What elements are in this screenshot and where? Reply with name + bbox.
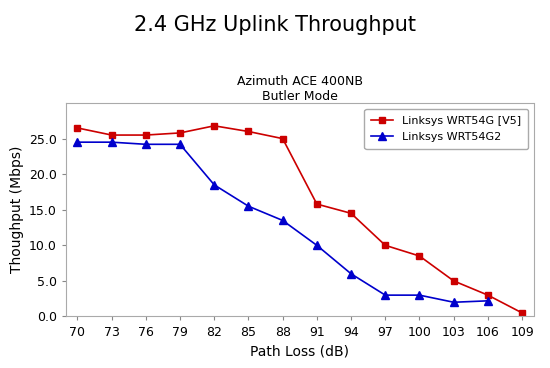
Linksys WRT54G2	[177, 142, 183, 146]
Linksys WRT54G [V5]	[211, 124, 218, 128]
Linksys WRT54G [V5]	[108, 133, 115, 137]
Linksys WRT54G [V5]	[74, 126, 81, 130]
Y-axis label: Thoughput (Mbps): Thoughput (Mbps)	[9, 146, 24, 273]
Linksys WRT54G2	[74, 140, 81, 144]
Linksys WRT54G [V5]	[245, 129, 252, 134]
Linksys WRT54G [V5]	[519, 311, 525, 315]
Linksys WRT54G2	[314, 243, 320, 248]
Linksys WRT54G [V5]	[416, 254, 423, 258]
Linksys WRT54G [V5]	[450, 279, 457, 283]
Linksys WRT54G2	[485, 298, 491, 303]
Linksys WRT54G [V5]	[177, 131, 183, 135]
Linksys WRT54G [V5]	[142, 133, 149, 137]
Linksys WRT54G2	[279, 218, 286, 223]
Linksys WRT54G2	[108, 140, 115, 144]
Line: Linksys WRT54G [V5]: Linksys WRT54G [V5]	[74, 122, 526, 316]
Linksys WRT54G2	[450, 300, 457, 304]
Linksys WRT54G [V5]	[485, 293, 491, 297]
Linksys WRT54G [V5]	[314, 202, 320, 206]
Title: Azimuth ACE 400NB
Butler Mode: Azimuth ACE 400NB Butler Mode	[236, 75, 363, 103]
Linksys WRT54G2	[416, 293, 423, 297]
Linksys WRT54G2	[382, 293, 388, 297]
Linksys WRT54G2	[142, 142, 149, 146]
Linksys WRT54G2	[348, 272, 354, 276]
Legend: Linksys WRT54G [V5], Linksys WRT54G2: Linksys WRT54G [V5], Linksys WRT54G2	[364, 109, 528, 149]
Linksys WRT54G2	[211, 183, 218, 187]
X-axis label: Path Loss (dB): Path Loss (dB)	[250, 344, 349, 358]
Linksys WRT54G [V5]	[382, 243, 388, 248]
Linksys WRT54G2	[245, 204, 252, 208]
Line: Linksys WRT54G2: Linksys WRT54G2	[73, 138, 492, 307]
Text: 2.4 GHz Uplink Throughput: 2.4 GHz Uplink Throughput	[134, 15, 416, 35]
Linksys WRT54G [V5]	[279, 137, 286, 141]
Linksys WRT54G [V5]	[348, 211, 354, 216]
